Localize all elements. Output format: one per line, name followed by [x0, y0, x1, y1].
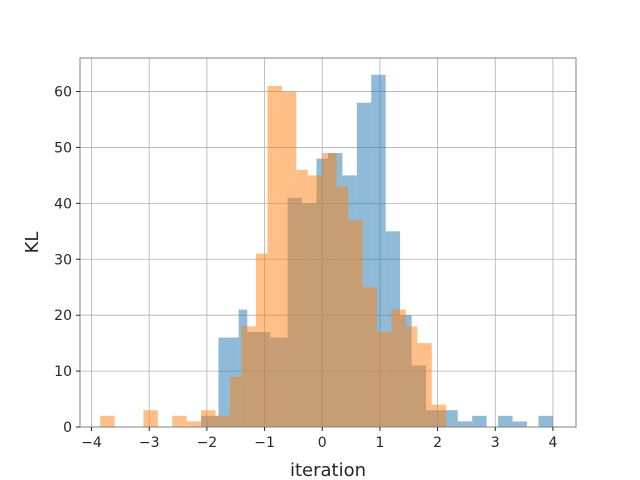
histogram-bar: [296, 169, 308, 427]
histogram-bar: [100, 415, 115, 427]
x-tick-label: 4: [548, 435, 557, 451]
y-tick-label: 10: [54, 364, 72, 380]
plot-frame: [79, 57, 577, 428]
histogram-bar: [431, 404, 447, 427]
x-axis-label: iteration: [290, 460, 366, 480]
y-tick-label: 60: [54, 85, 72, 101]
x-tick-label: 1: [375, 435, 384, 451]
histogram-bar: [443, 410, 458, 427]
histogram-bar: [267, 85, 282, 428]
y-tick-label: 50: [54, 140, 72, 156]
histogram-bar: [241, 326, 256, 427]
histogram-bar: [186, 421, 202, 427]
histogram-bar: [336, 186, 349, 427]
histogram-bar: [472, 415, 487, 427]
histogram-bar: [172, 415, 187, 427]
histogram-bar: [498, 415, 513, 427]
x-tick-label: −2: [197, 435, 218, 451]
x-axis-ticks: −4 −3 −2 −1 0 1 2 3 4: [81, 427, 557, 451]
histogram-bar: [255, 253, 268, 427]
y-tick-label: 0: [63, 420, 72, 436]
histogram-bar: [391, 309, 406, 427]
histogram-bar: [457, 421, 473, 427]
x-tick-label: −4: [81, 435, 102, 451]
x-tick-label: −3: [139, 435, 160, 451]
histogram-bar: [143, 410, 158, 427]
histogram-bar: [512, 421, 527, 427]
histogram-bar: [348, 220, 363, 427]
y-tick-label: 20: [54, 308, 72, 324]
histogram-bar: [281, 91, 297, 427]
histogram-bar: [405, 326, 418, 427]
x-tick-label: 3: [491, 435, 500, 451]
histogram-bar: [538, 415, 553, 427]
x-tick-label: 2: [433, 435, 442, 451]
histogram-bar: [229, 376, 242, 427]
histogram-bar: [417, 343, 432, 427]
histogram-bar: [322, 153, 337, 427]
y-axis-ticks: 0 10 20 30 40 50 60: [54, 85, 80, 436]
histogram-bar: [307, 175, 323, 427]
x-tick-label: 0: [318, 435, 327, 451]
histogram-bar: [215, 415, 230, 427]
x-tick-label: −1: [254, 435, 275, 451]
histogram-bar: [362, 287, 378, 427]
y-axis-label: KL: [22, 232, 43, 254]
y-tick-label: 30: [54, 252, 72, 268]
histogram-bar: [201, 410, 216, 427]
series-b-bars: [100, 85, 447, 428]
y-tick-label: 40: [54, 196, 72, 212]
histogram-bar: [377, 331, 392, 427]
